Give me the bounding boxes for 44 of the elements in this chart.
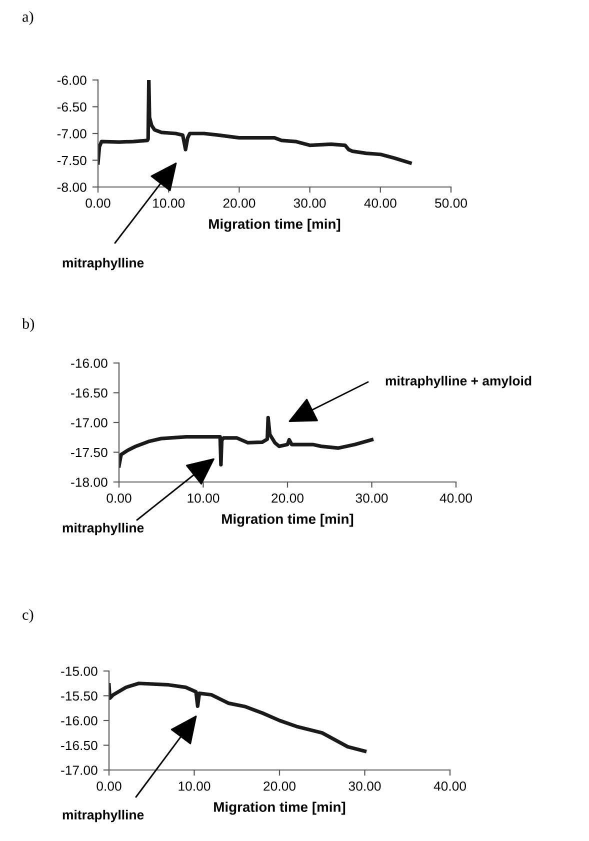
y-tick-label: -7.50 [57,156,86,166]
x-tick-label: 0.00 [106,493,132,503]
y-tick-label: -17.00 [61,766,98,775]
x-tick-label: 30.00 [294,198,326,208]
x-tick-label: 40.00 [440,493,472,503]
x-axis-title: Migration time [min] [222,514,354,527]
y-tick-label: -16.50 [61,740,98,750]
x-tick-label: 0.00 [86,198,110,208]
text: mitraphylline [62,810,144,822]
y-tick-label: -15.00 [61,666,98,676]
y-tick-label: -15.50 [61,691,98,701]
x-tick-label: 40.00 [364,198,396,208]
line-series [109,682,367,753]
chart-title: b) [22,318,34,332]
x-tick-label: 0.00 [96,781,122,791]
line-series [119,416,374,468]
chart-title: a) [22,11,34,25]
x-tick-label: 50.00 [435,198,467,208]
y-tick-label: -7.00 [57,129,86,138]
y-tick-label: -18.00 [71,478,108,487]
y-tick-label: -6.50 [57,102,86,112]
x-tick-label: 10.00 [188,493,220,503]
x-tick-label: 30.00 [356,493,388,503]
y-tick-label: -16.50 [71,388,108,398]
x-tick-label: 20.00 [223,198,256,208]
text: mitraphylline [62,258,144,270]
x-tick-label: 20.00 [264,781,296,791]
x-tick-label: 20.00 [272,493,304,503]
x-tick-label: 40.00 [434,781,466,791]
annotation: mitraphylline + amyloid [386,376,532,388]
y-tick-label: -8.00 [57,182,86,192]
x-tick-label: 10.00 [178,781,210,791]
y-tick-label: -17.00 [71,418,108,428]
line-series [98,80,412,165]
y-tick-label: -16.00 [71,358,108,368]
chart-title: c) [22,609,34,623]
x-axis-title: Migration time [min] [209,218,340,232]
y-tick-label: -16.00 [61,716,98,726]
y-tick-label: -17.50 [71,448,108,458]
x-axis-title: Migration time [min] [214,802,346,815]
x-tick-label: 10.00 [153,198,185,208]
text: mitraphylline [62,522,144,536]
x-tick-label: 30.00 [348,781,381,791]
y-tick-label: -6.00 [57,76,86,85]
